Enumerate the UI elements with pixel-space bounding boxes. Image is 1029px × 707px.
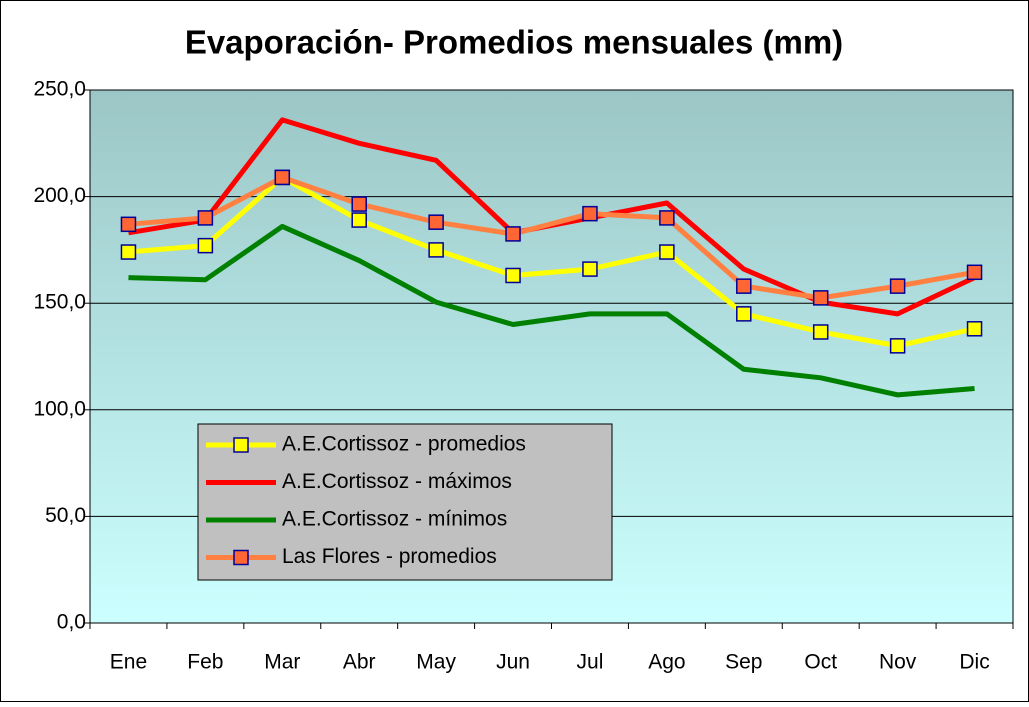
x-tick-label: Feb — [187, 651, 223, 674]
chart-title: Evaporación- Promedios mensuales (mm) — [185, 24, 843, 61]
legend-label: Las Flores - promedios — [282, 545, 497, 568]
marker — [428, 242, 444, 258]
x-tick-label: Mar — [264, 651, 300, 674]
legend-marker — [233, 437, 249, 453]
marker — [812, 324, 829, 340]
marker — [889, 278, 906, 294]
y-tick-label: 50,0 — [45, 504, 86, 527]
legend-label: A.E.Cortissoz - máximos — [282, 470, 512, 493]
marker — [274, 169, 291, 186]
marker — [966, 264, 983, 281]
marker — [428, 214, 444, 230]
x-tick-label: Abr — [343, 651, 376, 674]
marker — [812, 290, 829, 306]
y-tick-label: 150,0 — [33, 291, 86, 314]
marker — [659, 210, 675, 226]
y-tick-label: 200,0 — [33, 184, 86, 207]
plot-border — [89, 89, 1014, 624]
x-tick-label: Nov — [879, 651, 917, 674]
y-tick-label: 250,0 — [33, 78, 86, 101]
marker — [505, 267, 521, 284]
marker — [351, 196, 367, 212]
marker — [582, 261, 598, 277]
legend-label: A.E.Cortissoz - promedios — [282, 433, 526, 456]
series-line — [128, 174, 976, 349]
marker — [582, 205, 598, 222]
marker — [197, 237, 214, 254]
marker — [889, 338, 906, 354]
x-tick-label: Ene — [110, 651, 147, 674]
y-tick-label: 100,0 — [33, 397, 86, 420]
marker — [120, 244, 137, 260]
marker — [659, 244, 675, 260]
marker — [736, 306, 752, 322]
x-tick-label: Sep — [725, 651, 762, 674]
legend-box — [197, 423, 613, 581]
marker — [736, 278, 752, 294]
legend-marker — [233, 549, 249, 566]
x-tick-label: Oct — [804, 651, 837, 674]
x-tick-label: May — [416, 651, 456, 674]
marker — [505, 226, 521, 242]
marker — [197, 210, 214, 226]
x-tick-label: Jul — [577, 651, 604, 674]
series-line — [128, 223, 975, 398]
x-tick-label: Jun — [496, 651, 530, 674]
marker — [120, 216, 137, 233]
series-line — [128, 174, 975, 301]
legend-label: A.E.Cortissoz - mínimos — [282, 508, 507, 531]
x-tick-label: Ago — [648, 651, 685, 674]
marker — [351, 212, 367, 228]
marker — [966, 321, 983, 337]
y-tick-label: 0,0 — [57, 611, 86, 634]
x-tick-label: Dic — [959, 651, 989, 674]
